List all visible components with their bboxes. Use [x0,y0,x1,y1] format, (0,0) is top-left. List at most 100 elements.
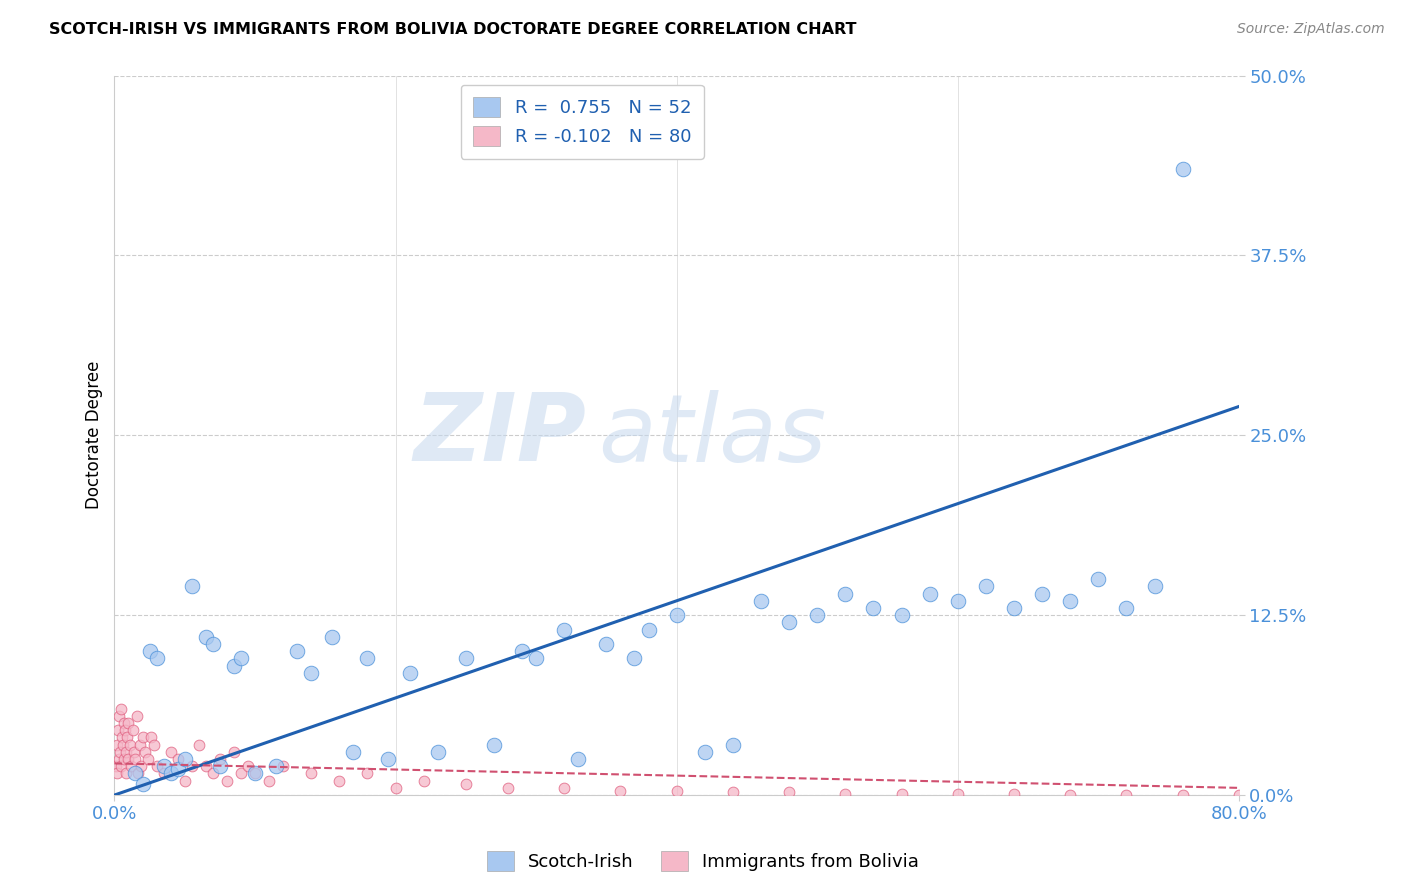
Point [271,759,294,773]
Point [229,766,252,780]
Point [426,745,449,759]
Point [524,651,547,665]
Point [1171,162,1194,177]
Point [342,745,364,759]
Point [398,665,420,680]
Point [139,731,162,745]
Point [384,780,406,795]
Legend: Scotch-Irish, Immigrants from Bolivia: Scotch-Irish, Immigrants from Bolivia [479,844,927,879]
Text: atlas: atlas [598,390,827,481]
Point [946,594,969,608]
Point [201,766,224,780]
Point [145,759,167,773]
Point [134,745,156,759]
Point [187,738,209,752]
Point [236,759,259,773]
Point [108,709,131,723]
Point [321,630,343,644]
Point [152,766,174,780]
Point [117,752,139,766]
Point [778,785,800,799]
Point [115,731,138,745]
Point [114,723,136,738]
Point [834,586,856,600]
Point [721,738,744,752]
Point [749,594,772,608]
Point [567,752,589,766]
Point [1059,788,1081,802]
Point [142,738,165,752]
Point [623,651,645,665]
Point [122,745,145,759]
Point [128,738,150,752]
Point [127,766,149,780]
Point [131,731,153,745]
Point [299,665,322,680]
Point [166,752,188,766]
Point [112,716,135,731]
Point [377,752,399,766]
Point [159,766,181,780]
Point [595,637,617,651]
Point [778,615,800,630]
Point [553,623,575,637]
Point [136,752,159,766]
Point [201,637,224,651]
Point [112,752,135,766]
Point [194,630,217,644]
Point [105,766,128,780]
Point [180,579,202,593]
Point [890,608,912,623]
Point [946,787,969,801]
Point [118,738,141,752]
Point [665,783,688,797]
Point [194,759,217,773]
Point [1002,601,1025,615]
Point [482,738,505,752]
Point [243,766,266,780]
Point [1059,594,1081,608]
Point [890,787,912,801]
Point [111,731,134,745]
Point [114,745,136,759]
Point [257,773,280,788]
Text: ZIP: ZIP [413,389,586,482]
Text: SCOTCH-IRISH VS IMMIGRANTS FROM BOLIVIA DOCTORATE DEGREE CORRELATION CHART: SCOTCH-IRISH VS IMMIGRANTS FROM BOLIVIA … [49,22,856,37]
Point [665,608,688,623]
Point [166,762,188,776]
Point [510,644,533,658]
Point [111,738,134,752]
Point [121,723,143,738]
Y-axis label: Doctorate Degree: Doctorate Degree [86,361,103,509]
Point [107,752,129,766]
Point [862,601,884,615]
Point [553,780,575,795]
Point [328,773,350,788]
Point [124,766,146,780]
Point [108,745,131,759]
Point [637,623,659,637]
Point [180,759,202,773]
Point [215,773,238,788]
Point [1143,579,1166,593]
Point [129,759,152,773]
Point [412,773,434,788]
Point [173,752,195,766]
Point [454,776,477,790]
Point [693,745,716,759]
Point [1031,586,1053,600]
Point [107,723,129,738]
Point [120,759,142,773]
Point [159,745,181,759]
Point [208,752,231,766]
Point [1115,788,1137,802]
Point [1087,572,1109,586]
Point [131,776,153,790]
Legend: R =  0.755   N = 52, R = -0.102   N = 80: R = 0.755 N = 52, R = -0.102 N = 80 [461,85,704,159]
Point [124,752,146,766]
Point [152,759,174,773]
Point [125,709,148,723]
Point [974,579,997,593]
Point [115,766,138,780]
Point [229,651,252,665]
